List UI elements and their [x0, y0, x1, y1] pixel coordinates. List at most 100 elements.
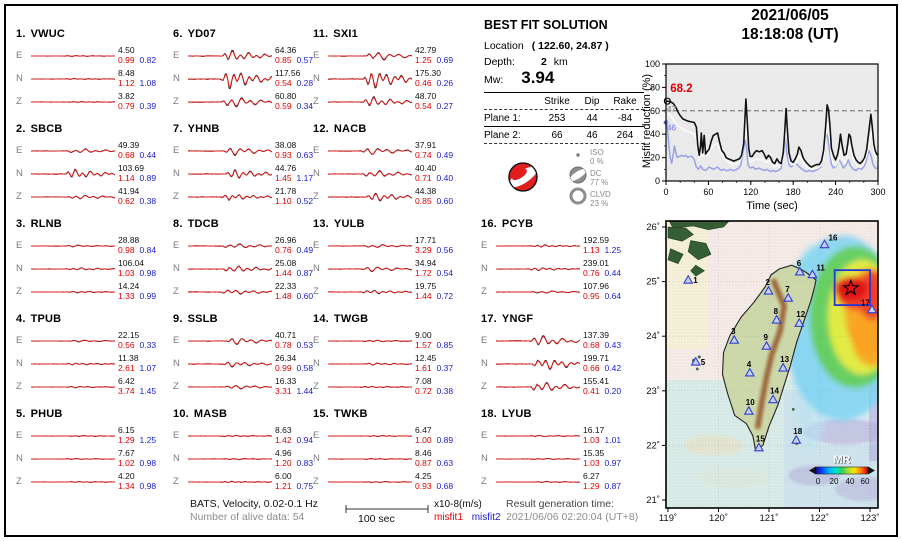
component-label: N: [16, 73, 23, 84]
station-block: 18. LYUB E 16.17 1.03 1.01 N 15.35 1.03 0.97 Z 6.27…: [481, 408, 635, 493]
component-row: N 11.38 2.61 1.07: [16, 352, 170, 375]
waveform-trace: [496, 243, 580, 247]
station-number: 17.: [481, 313, 497, 325]
amplitude-value: 4.25: [415, 471, 432, 481]
component-label: Z: [16, 96, 22, 107]
misfit2-value: 1.01: [604, 434, 622, 445]
waveform-trace: [496, 457, 580, 460]
amplitude-value: 14.24: [118, 281, 140, 291]
scalebar-label: 100 sec: [358, 513, 395, 525]
component-label: N: [173, 263, 180, 274]
component-row: E 4.50 0.99 0.82: [16, 44, 170, 67]
component-label: Z: [481, 381, 487, 392]
component-label: Z: [16, 191, 22, 202]
misfit1-value: 1.03: [583, 457, 600, 468]
waveform-trace: [188, 384, 272, 389]
synthetic-waveform: [188, 289, 272, 294]
misfit2-value: 0.83: [296, 457, 314, 468]
misfit2-value: 0.42: [604, 362, 622, 373]
mr-legend-tick-label: 0: [816, 477, 821, 486]
y-tick-label: 100: [645, 59, 660, 69]
waveform-trace: [188, 457, 272, 460]
lat-tick-label: 23˚: [646, 386, 660, 397]
misfit1-value: 1.02: [118, 457, 135, 468]
station-block: 4. TPUB E 22.15 0.56 0.33 N 11.38 2.61 1.07 Z 6.42 3…: [16, 313, 170, 398]
misfit2-value: 1.25: [604, 244, 622, 255]
epicenter-star: [841, 278, 860, 296]
amplitude-value: 107.96: [583, 281, 609, 291]
misfit2-value: 0.82: [139, 54, 157, 65]
misfit1-value: 1.25: [415, 54, 432, 65]
waveform-trace: [496, 480, 580, 483]
dc-beachball-icon: [566, 165, 590, 190]
amplitude-value: 4.96: [275, 448, 292, 458]
misfit-series-2: [665, 122, 878, 173]
component-row: Z 7.08 0.72 0.38: [313, 375, 467, 398]
plane-1-dip: 44: [586, 112, 598, 124]
station-number: 4.: [16, 313, 26, 325]
map-station-triangle: [690, 356, 701, 366]
synthetic-waveform: [31, 194, 115, 199]
amplitude-value: 155.41: [583, 376, 609, 386]
station-number: 7.: [173, 123, 183, 135]
component-label: N: [173, 453, 180, 464]
small-island: [695, 367, 699, 371]
synthetic-waveform: [328, 480, 412, 483]
station-block: 12. NACB E 37.91 0.74 0.49 N 40.40 0.71 0.40 Z 44.3…: [313, 123, 467, 208]
component-row: Z 44.38 0.85 0.60: [313, 185, 467, 208]
component-label: E: [173, 430, 180, 441]
component-row: E 40.71 0.78 0.53: [173, 329, 327, 352]
component-row: Z 4.20 1.34 0.98: [16, 470, 170, 493]
amplitude-value: 103.69: [118, 163, 144, 173]
component-label: E: [16, 430, 23, 441]
component-label: Z: [16, 381, 22, 392]
amplitude-value: 48.70: [415, 91, 437, 101]
x-tick-label: 0: [663, 187, 668, 197]
component-row: N 199.71 0.66 0.42: [481, 352, 635, 375]
waveform-trace: [188, 168, 272, 179]
synthetic-waveform: [496, 290, 580, 293]
misfit2-value: 0.26: [436, 77, 454, 88]
amplitude-value: 21.78: [275, 186, 297, 196]
misfit1-value: 0.79: [118, 100, 135, 111]
component-row: Z 6.00 1.21 0.75: [173, 470, 327, 493]
nodal-plane-table: Strike Dip Rake Plane 1: 253 44 -84 Plan…: [484, 92, 644, 144]
component-label: E: [313, 240, 320, 251]
component-label: Z: [481, 286, 487, 297]
data-description: BATS, Velocity, 0.02-0.1 Hz: [190, 498, 318, 510]
waveform-trace: [328, 362, 412, 366]
map-station-triangle: [791, 434, 802, 444]
component-row: N 8.48 1.12 1.08: [16, 67, 170, 90]
map-station-number: 16: [829, 233, 838, 242]
waveform-trace: [188, 289, 272, 295]
component-row: Z 155.41 0.41 0.20: [481, 375, 635, 398]
component-label: Z: [313, 191, 319, 202]
misfit2-value: 0.56: [436, 244, 454, 255]
station-number: 9.: [173, 313, 183, 325]
depth-unit: km: [553, 56, 568, 68]
map-station-triangle: [761, 340, 772, 350]
misfit1-value: 1.13: [583, 244, 600, 255]
component-row: E 26.96 0.76 0.49: [173, 234, 327, 257]
misfit1-value: 1.45: [275, 172, 292, 183]
event-date: 2021/06/05: [751, 7, 829, 24]
result-time-label: Result generation time:: [506, 498, 614, 510]
synthetic-waveform: [188, 337, 272, 344]
synthetic-waveform: [328, 339, 412, 342]
misfit1-value: 0.59: [275, 100, 292, 111]
station-block: 10. MASB E 8.63 1.42 0.94 N 4.96 1.20 0.83 Z 6.00 1.…: [173, 408, 327, 493]
amplitude-value: 11.38: [118, 353, 139, 363]
misfit2-value: 1.08: [139, 77, 157, 88]
component-row: N 175.30 0.46 0.26: [313, 67, 467, 90]
component-row: Z 21.78 1.10 0.52: [173, 185, 327, 208]
amplitude-value: 40.40: [415, 163, 437, 173]
misfit2-value: 1.17: [296, 172, 314, 183]
strike-header: Strike: [544, 95, 570, 107]
synthetic-waveform: [328, 457, 412, 460]
map-border: [665, 220, 879, 509]
component-label: E: [16, 240, 23, 251]
station-header: 16. PCYB: [481, 218, 635, 234]
station-block: 2. SBCB E 49.39 0.68 0.44 N 103.69 1.14 0.89 Z 41.9…: [16, 123, 170, 208]
amplitude-value: 16.33: [275, 376, 297, 386]
dc-label: DC 77 %: [590, 169, 608, 187]
